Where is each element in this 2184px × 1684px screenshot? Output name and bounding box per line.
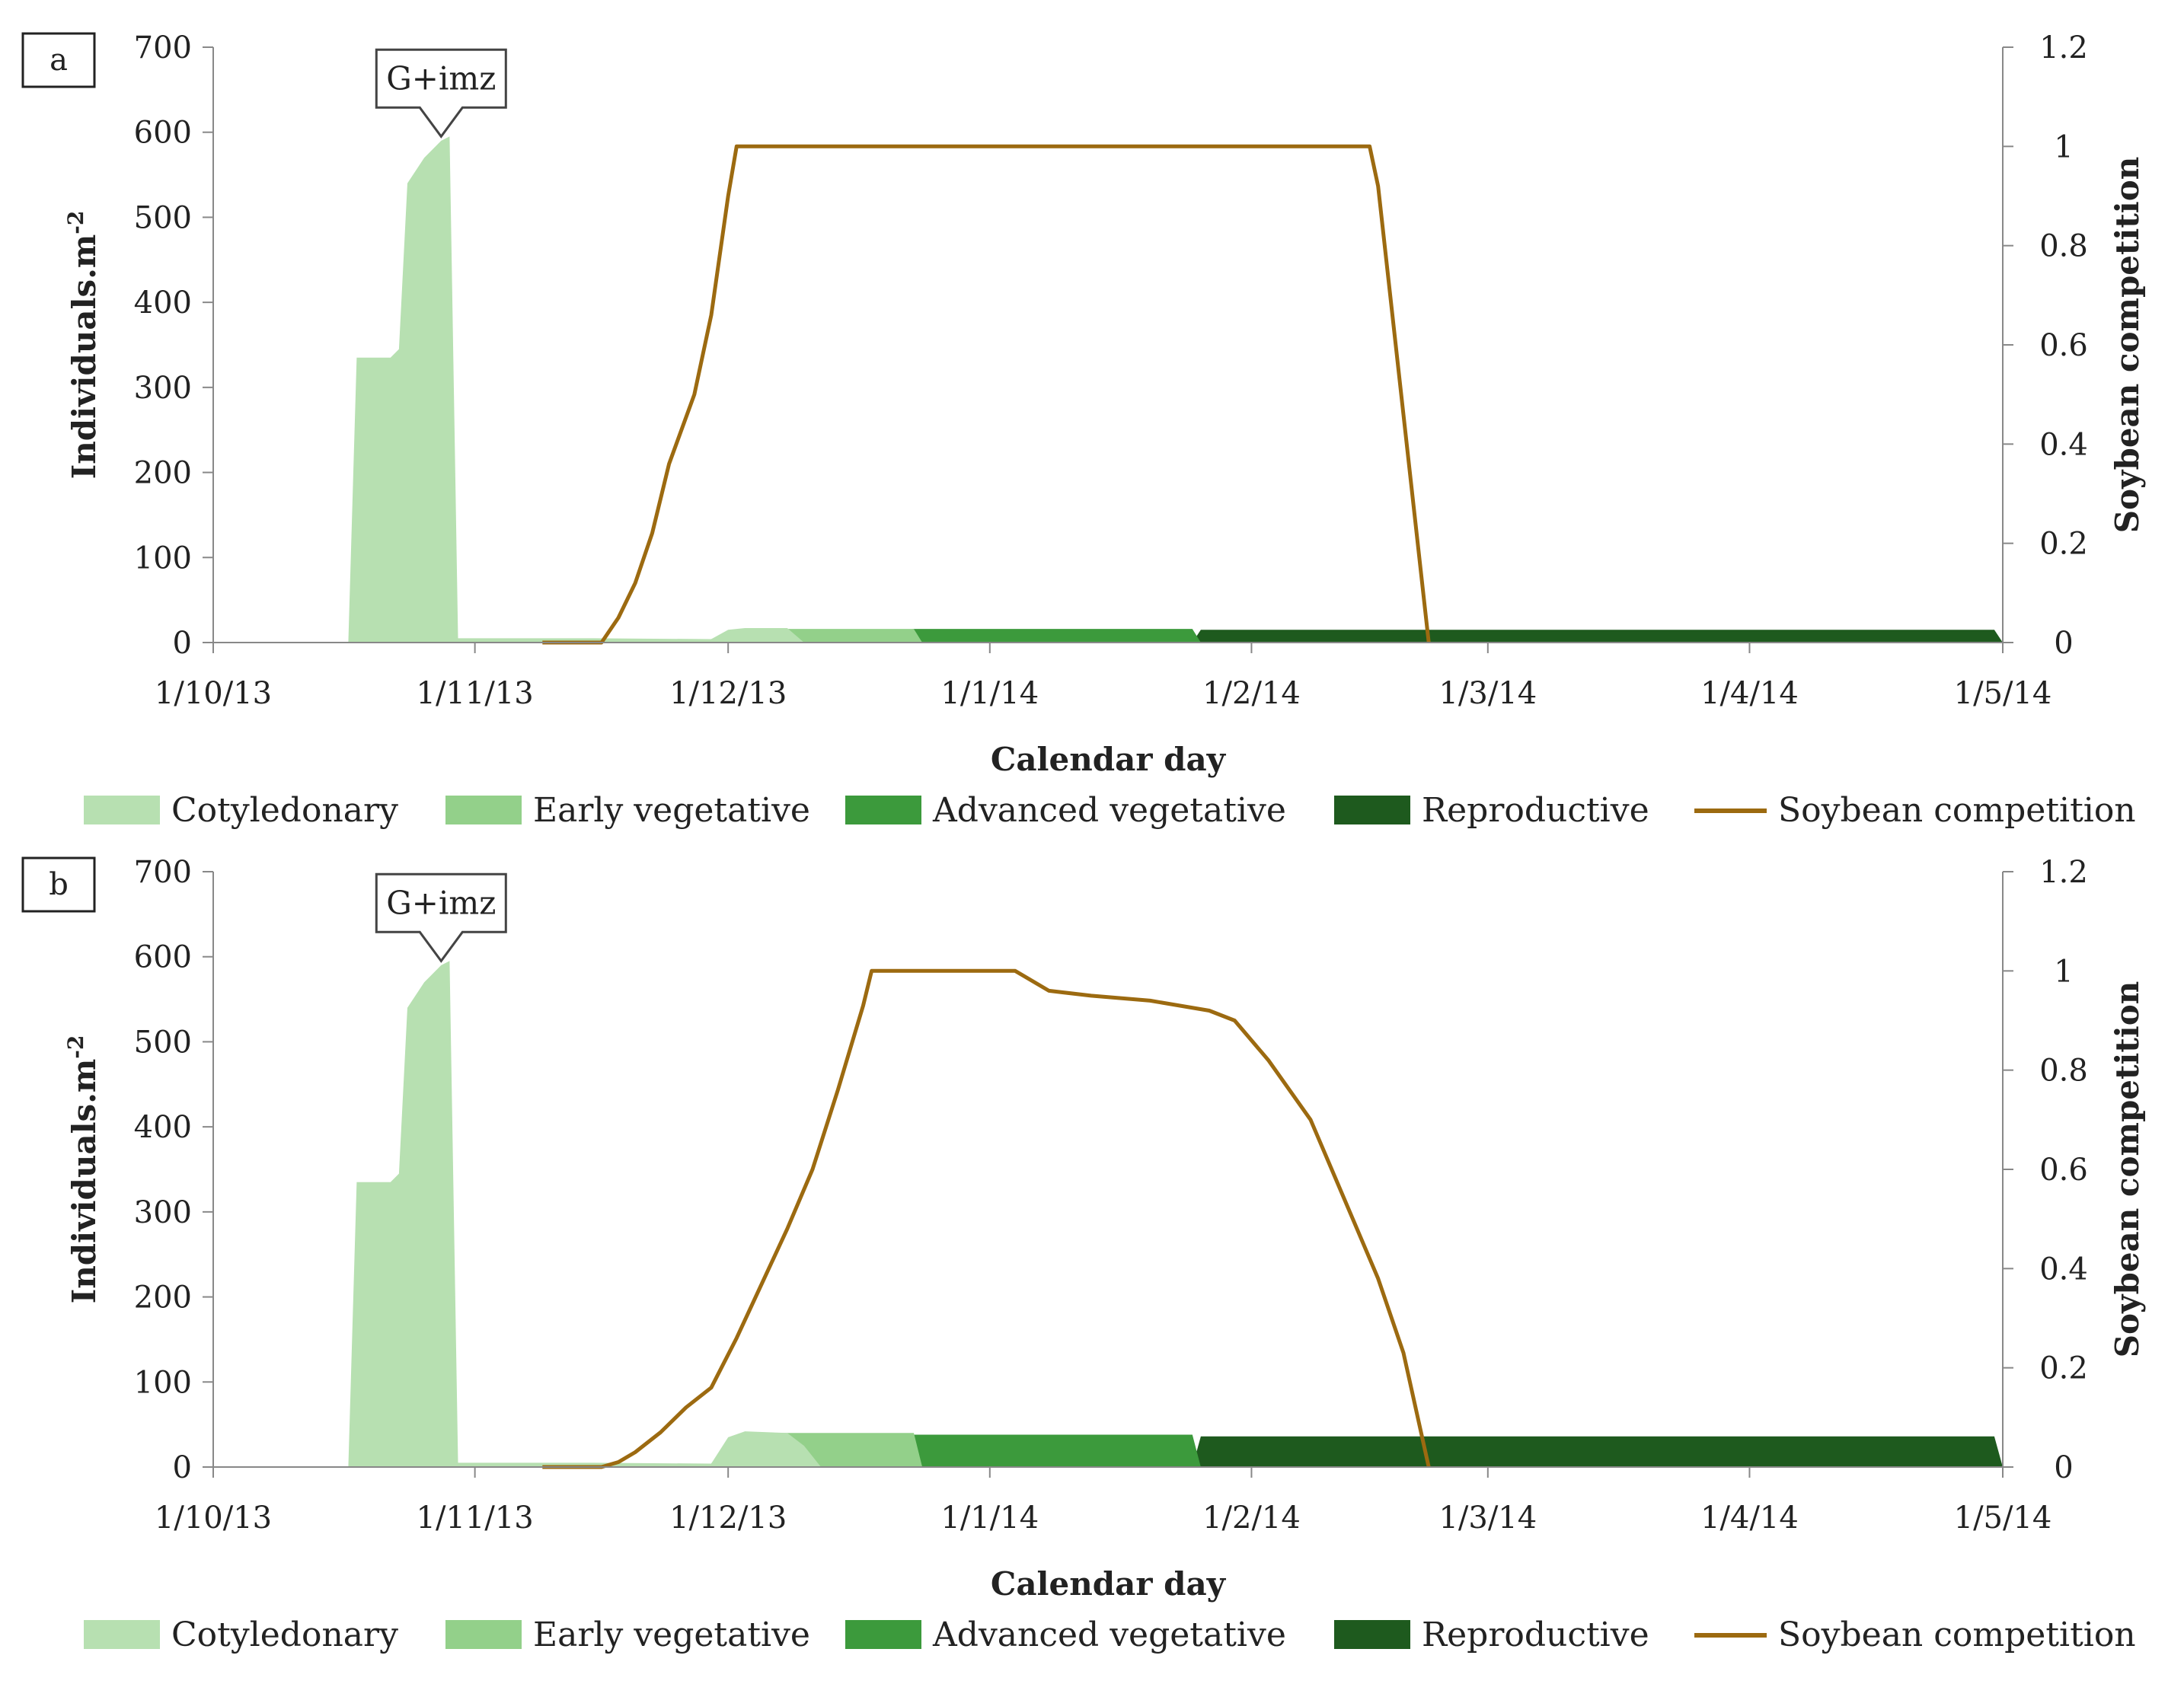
annotation-text: G+imz (386, 884, 496, 921)
legend-swatch-advanced-vegetative (845, 1620, 921, 1649)
legend-swatch-reproductive (1334, 1620, 1410, 1649)
y-tick-label: 400 (134, 285, 192, 321)
panel-label-box (21, 856, 96, 913)
y-tick-label: 700 (134, 855, 192, 890)
y2-tick-label: 0 (2054, 626, 2073, 661)
annotation-callout (375, 48, 507, 139)
legend-label-reproductive: Reproductive (1422, 791, 1649, 830)
x-tick-label: 1/5/14 (1954, 676, 2052, 711)
y2-tick-label: 1 (2054, 129, 2073, 164)
y-axis-title-superscript: -2 (63, 211, 88, 234)
y-tick-label: 200 (134, 1281, 192, 1316)
legend-label-early-vegetative: Early vegetative (533, 1615, 810, 1654)
y2-tick-label: 0.8 (2039, 229, 2088, 264)
area-reproductive (922, 630, 2003, 643)
legend-label-advanced-vegetative: Advanced vegetative (932, 791, 1286, 830)
x-tick-label: 1/4/14 (1700, 1501, 1799, 1536)
y-axis-title: Individuals.m-2 (63, 211, 103, 480)
x-tick-label: 1/1/14 (940, 1501, 1039, 1536)
y-tick-label: 500 (134, 200, 192, 235)
legend-swatch-reproductive (1334, 796, 1410, 824)
y2-tick-label: 0.8 (2039, 1054, 2088, 1089)
panel-label-box (21, 32, 96, 88)
y-tick-label: 0 (173, 1450, 192, 1485)
legend-swatch-early-vegetative (445, 1620, 522, 1649)
panel-a: 0 100 200 300 400 500 600 700 0 0.2 0.4 0.6 0.8 1 1.2 1… (21, 30, 2146, 830)
annotation-callout (375, 872, 507, 963)
y-tick-label: 0 (173, 626, 192, 661)
legend-swatch-cotyledonary (84, 1620, 160, 1649)
x-tick-label: 1/3/14 (1438, 1501, 1537, 1536)
y-tick-label: 500 (134, 1025, 192, 1060)
y2-tick-label: 0.6 (2039, 1153, 2088, 1188)
x-tick-label: 1/11/13 (417, 1501, 534, 1536)
y2-axis-title: Soybean competition (2109, 157, 2146, 534)
y-axis-title: Individuals.m-2 (63, 1035, 103, 1304)
legend-swatch-cotyledonary (84, 796, 160, 824)
legend-label-cotyledonary: Cotyledonary (171, 1615, 398, 1654)
y2-tick-label: 0.4 (2039, 1252, 2088, 1287)
x-tick-label: 1/1/14 (940, 676, 1039, 711)
y2-tick-label: 0.2 (2039, 527, 2088, 562)
y2-tick-label: 0.6 (2039, 328, 2088, 363)
x-tick-label: 1/12/13 (669, 676, 787, 711)
x-axis-title: Calendar day (991, 741, 1227, 778)
panel-label: a (49, 43, 68, 78)
line-soybean-competition (542, 144, 1431, 645)
y2-tick-label: 0.2 (2039, 1351, 2088, 1386)
legend-label-early-vegetative: Early vegetative (533, 791, 810, 830)
x-tick-label: 1/10/13 (155, 1501, 272, 1536)
x-tick-label: 1/5/14 (1954, 1501, 2052, 1536)
x-tick-label: 1/2/14 (1202, 1501, 1301, 1536)
x-tick-label: 1/2/14 (1202, 676, 1301, 711)
area-cotyledonary (348, 136, 804, 643)
y2-tick-label: 0.4 (2039, 427, 2088, 462)
y-tick-label: 100 (134, 1365, 192, 1400)
y-tick-label: 300 (134, 1195, 192, 1230)
x-tick-label: 1/11/13 (417, 676, 534, 711)
legend-label-soybean-competition: Soybean competition (1778, 791, 2136, 830)
area-reproductive (922, 1436, 2003, 1467)
annotation-text: G+imz (386, 59, 496, 97)
legend-label-soybean-competition: Soybean competition (1778, 1615, 2136, 1654)
legend-swatch-early-vegetative (445, 796, 522, 824)
y-tick-label: 600 (134, 116, 192, 151)
y2-tick-label: 0 (2054, 1450, 2073, 1485)
legend-label-advanced-vegetative: Advanced vegetative (932, 1615, 1286, 1654)
y2-tick-label: 1 (2054, 954, 2073, 989)
x-axis-title: Calendar day (991, 1565, 1227, 1603)
line-soybean-competition (542, 968, 1431, 1469)
x-tick-label: 1/3/14 (1438, 676, 1537, 711)
y2-axis-title: Soybean competition (2109, 981, 2146, 1358)
legend-swatch-advanced-vegetative (845, 796, 921, 824)
y-tick-label: 400 (134, 1110, 192, 1145)
legend-label-reproductive: Reproductive (1422, 1615, 1649, 1654)
y-tick-label: 300 (134, 371, 192, 406)
x-tick-label: 1/12/13 (669, 1501, 787, 1536)
area-cotyledonary (348, 961, 822, 1467)
y-tick-label: 600 (134, 940, 192, 975)
y2-tick-label: 1.2 (2039, 30, 2088, 65)
panel-label: b (49, 867, 69, 902)
y-tick-label: 200 (134, 456, 192, 491)
y2-tick-label: 1.2 (2039, 855, 2088, 890)
y-tick-label: 700 (134, 30, 192, 65)
y-axis-title-superscript: -2 (63, 1035, 88, 1059)
x-tick-label: 1/10/13 (155, 676, 272, 711)
panel-b: 0 100 200 300 400 500 600 700 0 0.2 0.4 0.6 0.8 1 1.2 1… (21, 855, 2146, 1654)
x-tick-label: 1/4/14 (1700, 676, 1799, 711)
legend-label-cotyledonary: Cotyledonary (171, 791, 398, 830)
y-tick-label: 100 (134, 541, 192, 576)
